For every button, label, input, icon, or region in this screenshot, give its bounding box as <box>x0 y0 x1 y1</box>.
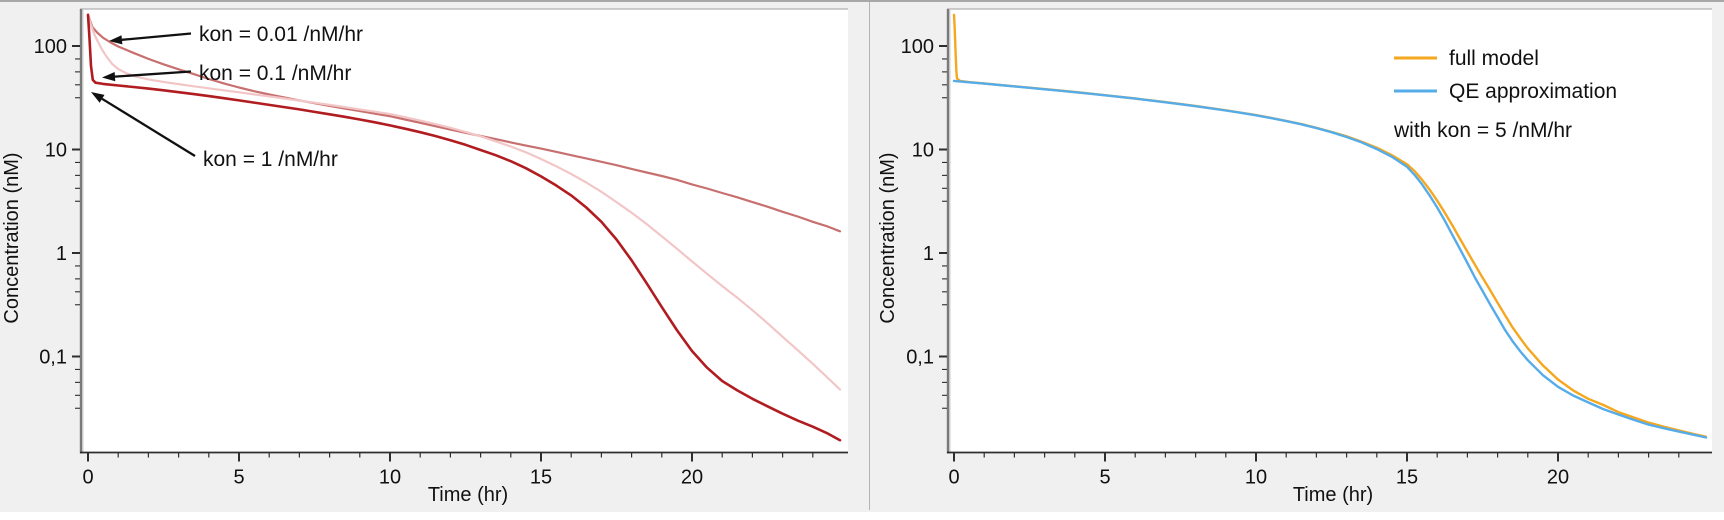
annotation-kon-1: kon = 1 /nM/hr <box>203 148 338 171</box>
x-axis-title-right: Time (hr) <box>1293 484 1373 506</box>
panel-qe-comparison: 0 5 10 15 20 100 10 1 0,1 Concentration (nM) Tim… <box>870 0 1724 510</box>
x-tick-label: 0 <box>82 467 93 489</box>
series-line-kon-0-1-nm-hr <box>86 13 842 391</box>
annotation-arrow-line <box>114 70 192 78</box>
panel-multi-kon: 0 5 10 15 20 100 10 1 0,1 Concentration (nM) Tim… <box>0 0 869 510</box>
series-line-kon-1-nm-hr <box>86 13 842 442</box>
y-tick-label: 10 <box>912 140 934 162</box>
annotation-arrow-line <box>101 97 196 157</box>
annotation-arrow-head <box>102 72 116 82</box>
x-tick-label: 20 <box>1547 467 1569 489</box>
x-axis-title-left: Time (hr) <box>428 484 508 506</box>
annotation-kon-001: kon = 0.01 /nM/hr <box>199 23 363 46</box>
y-axis-title-right: Concentration (nM) <box>877 152 899 323</box>
legend-label-full-model: full model <box>1449 47 1539 70</box>
legend-label-qe-approximation: QE approximation <box>1449 80 1617 103</box>
y-tick-label: 100 <box>901 36 934 58</box>
x-tick-label: 15 <box>530 467 552 489</box>
series-line-kon-0-01-nm-hr <box>86 13 842 233</box>
x-tick-label: 0 <box>948 467 959 489</box>
y-tick-label: 1 <box>923 243 934 265</box>
chart-left-canvas: 0 5 10 15 20 100 10 1 0,1 Concentration (nM) Tim… <box>1 8 848 506</box>
annotation-arrow-line <box>121 32 192 41</box>
y-tick-label: 0,1 <box>906 347 934 369</box>
legend: full model QE approximation with kon = 5… <box>1393 47 1617 142</box>
x-tick-label: 15 <box>1396 467 1418 489</box>
y-tick-label: 100 <box>34 36 67 58</box>
x-tick-label: 10 <box>1245 467 1267 489</box>
annotation-arrow-head <box>91 92 105 103</box>
legend-note-kon: with kon = 5 /nM/hr <box>1393 119 1572 142</box>
x-tick-label: 20 <box>681 467 703 489</box>
annotation-kon-01: kon = 0.1 /nM/hr <box>199 62 351 85</box>
plot-area <box>949 9 1712 453</box>
x-tick-label: 10 <box>379 467 401 489</box>
annotation-arrow-head <box>109 35 123 45</box>
y-tick-label: 1 <box>56 243 67 265</box>
series-line-qe-approximation <box>952 79 1708 439</box>
y-tick-label: 0,1 <box>39 347 67 369</box>
y-tick-label: 10 <box>45 140 67 162</box>
x-tick-label: 5 <box>233 467 244 489</box>
y-axis-title-left: Concentration (nM) <box>1 152 23 323</box>
panel-divider <box>869 2 870 510</box>
chart-right-canvas: 0 5 10 15 20 100 10 1 0,1 Concentration (nM) Tim… <box>877 8 1712 506</box>
x-tick-label: 5 <box>1099 467 1110 489</box>
